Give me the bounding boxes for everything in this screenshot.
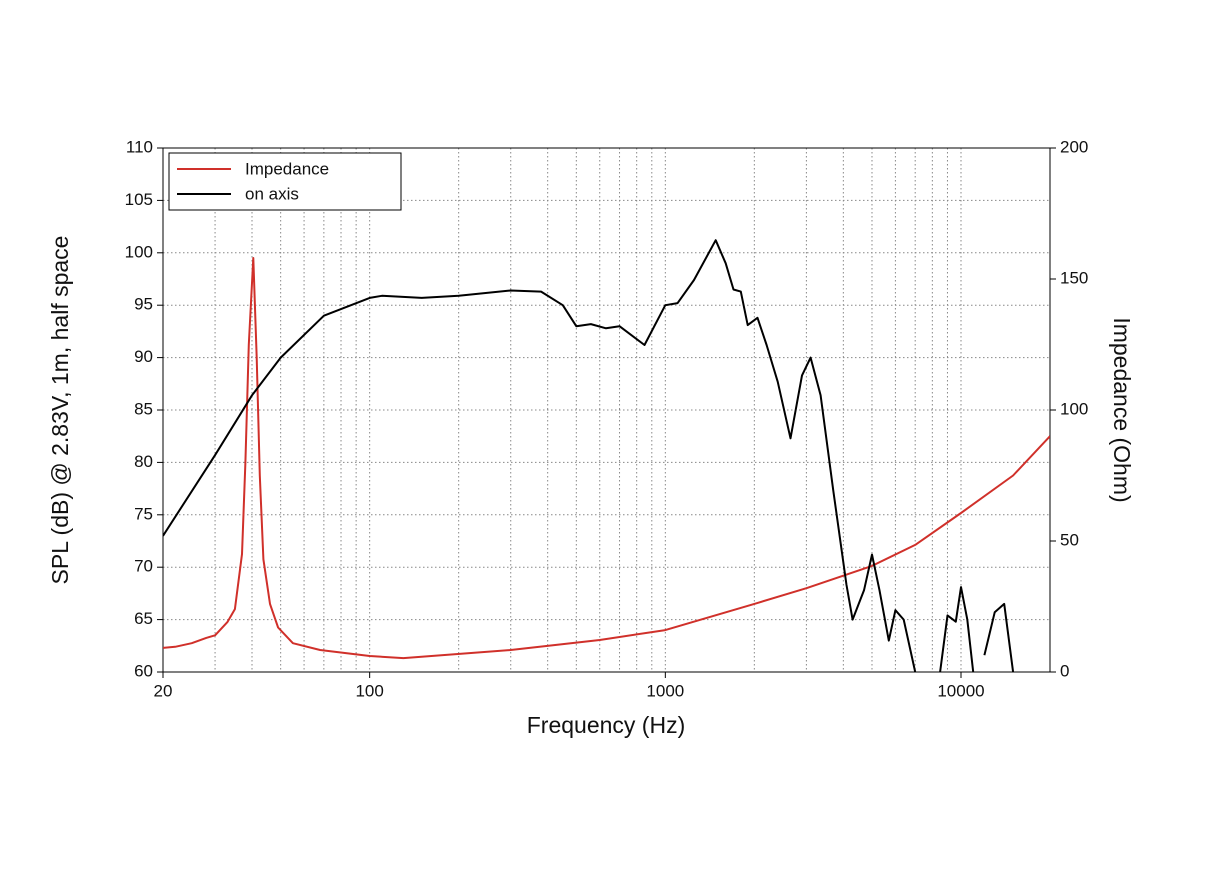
- y2-tick-label: 0: [1060, 661, 1069, 680]
- y-tick-label: 75: [134, 504, 153, 523]
- y-tick-label: 85: [134, 399, 153, 418]
- y-tick-label: 100: [125, 242, 153, 261]
- x-tick-label: 20: [154, 681, 173, 700]
- data-line: [163, 257, 1050, 660]
- legend-label: Impedance: [245, 159, 329, 178]
- y-tick-label: 105: [125, 190, 153, 209]
- y-tick-label: 65: [134, 609, 153, 628]
- plot-frame: [162, 147, 1051, 673]
- y2-tick-label: 100: [1060, 399, 1088, 418]
- legend-box: [168, 152, 402, 211]
- y2-tick-label: 50: [1060, 530, 1079, 549]
- y2-tick-label: 200: [1060, 137, 1088, 156]
- legend-label: on axis: [245, 184, 299, 203]
- y-tick-label: 110: [126, 137, 153, 156]
- data-line: [163, 239, 1015, 672]
- y-tick-label: 90: [134, 347, 153, 366]
- y2-axis-label: Impedance (Ohm): [1109, 317, 1135, 502]
- x-tick-label: 1000: [646, 681, 684, 700]
- y-axis-label: SPL (dB) @ 2.83V, 1m, half space: [47, 236, 73, 585]
- x-tick-label: 10000: [937, 681, 984, 700]
- y-tick-label: 80: [134, 452, 153, 471]
- y-tick-label: 95: [134, 295, 153, 314]
- y-tick-label: 60: [134, 661, 153, 680]
- x-axis-label: Frequency (Hz): [527, 712, 685, 738]
- y2-tick-label: 150: [1060, 268, 1088, 287]
- x-tick-label: 100: [355, 681, 383, 700]
- y-tick-label: 70: [134, 557, 153, 576]
